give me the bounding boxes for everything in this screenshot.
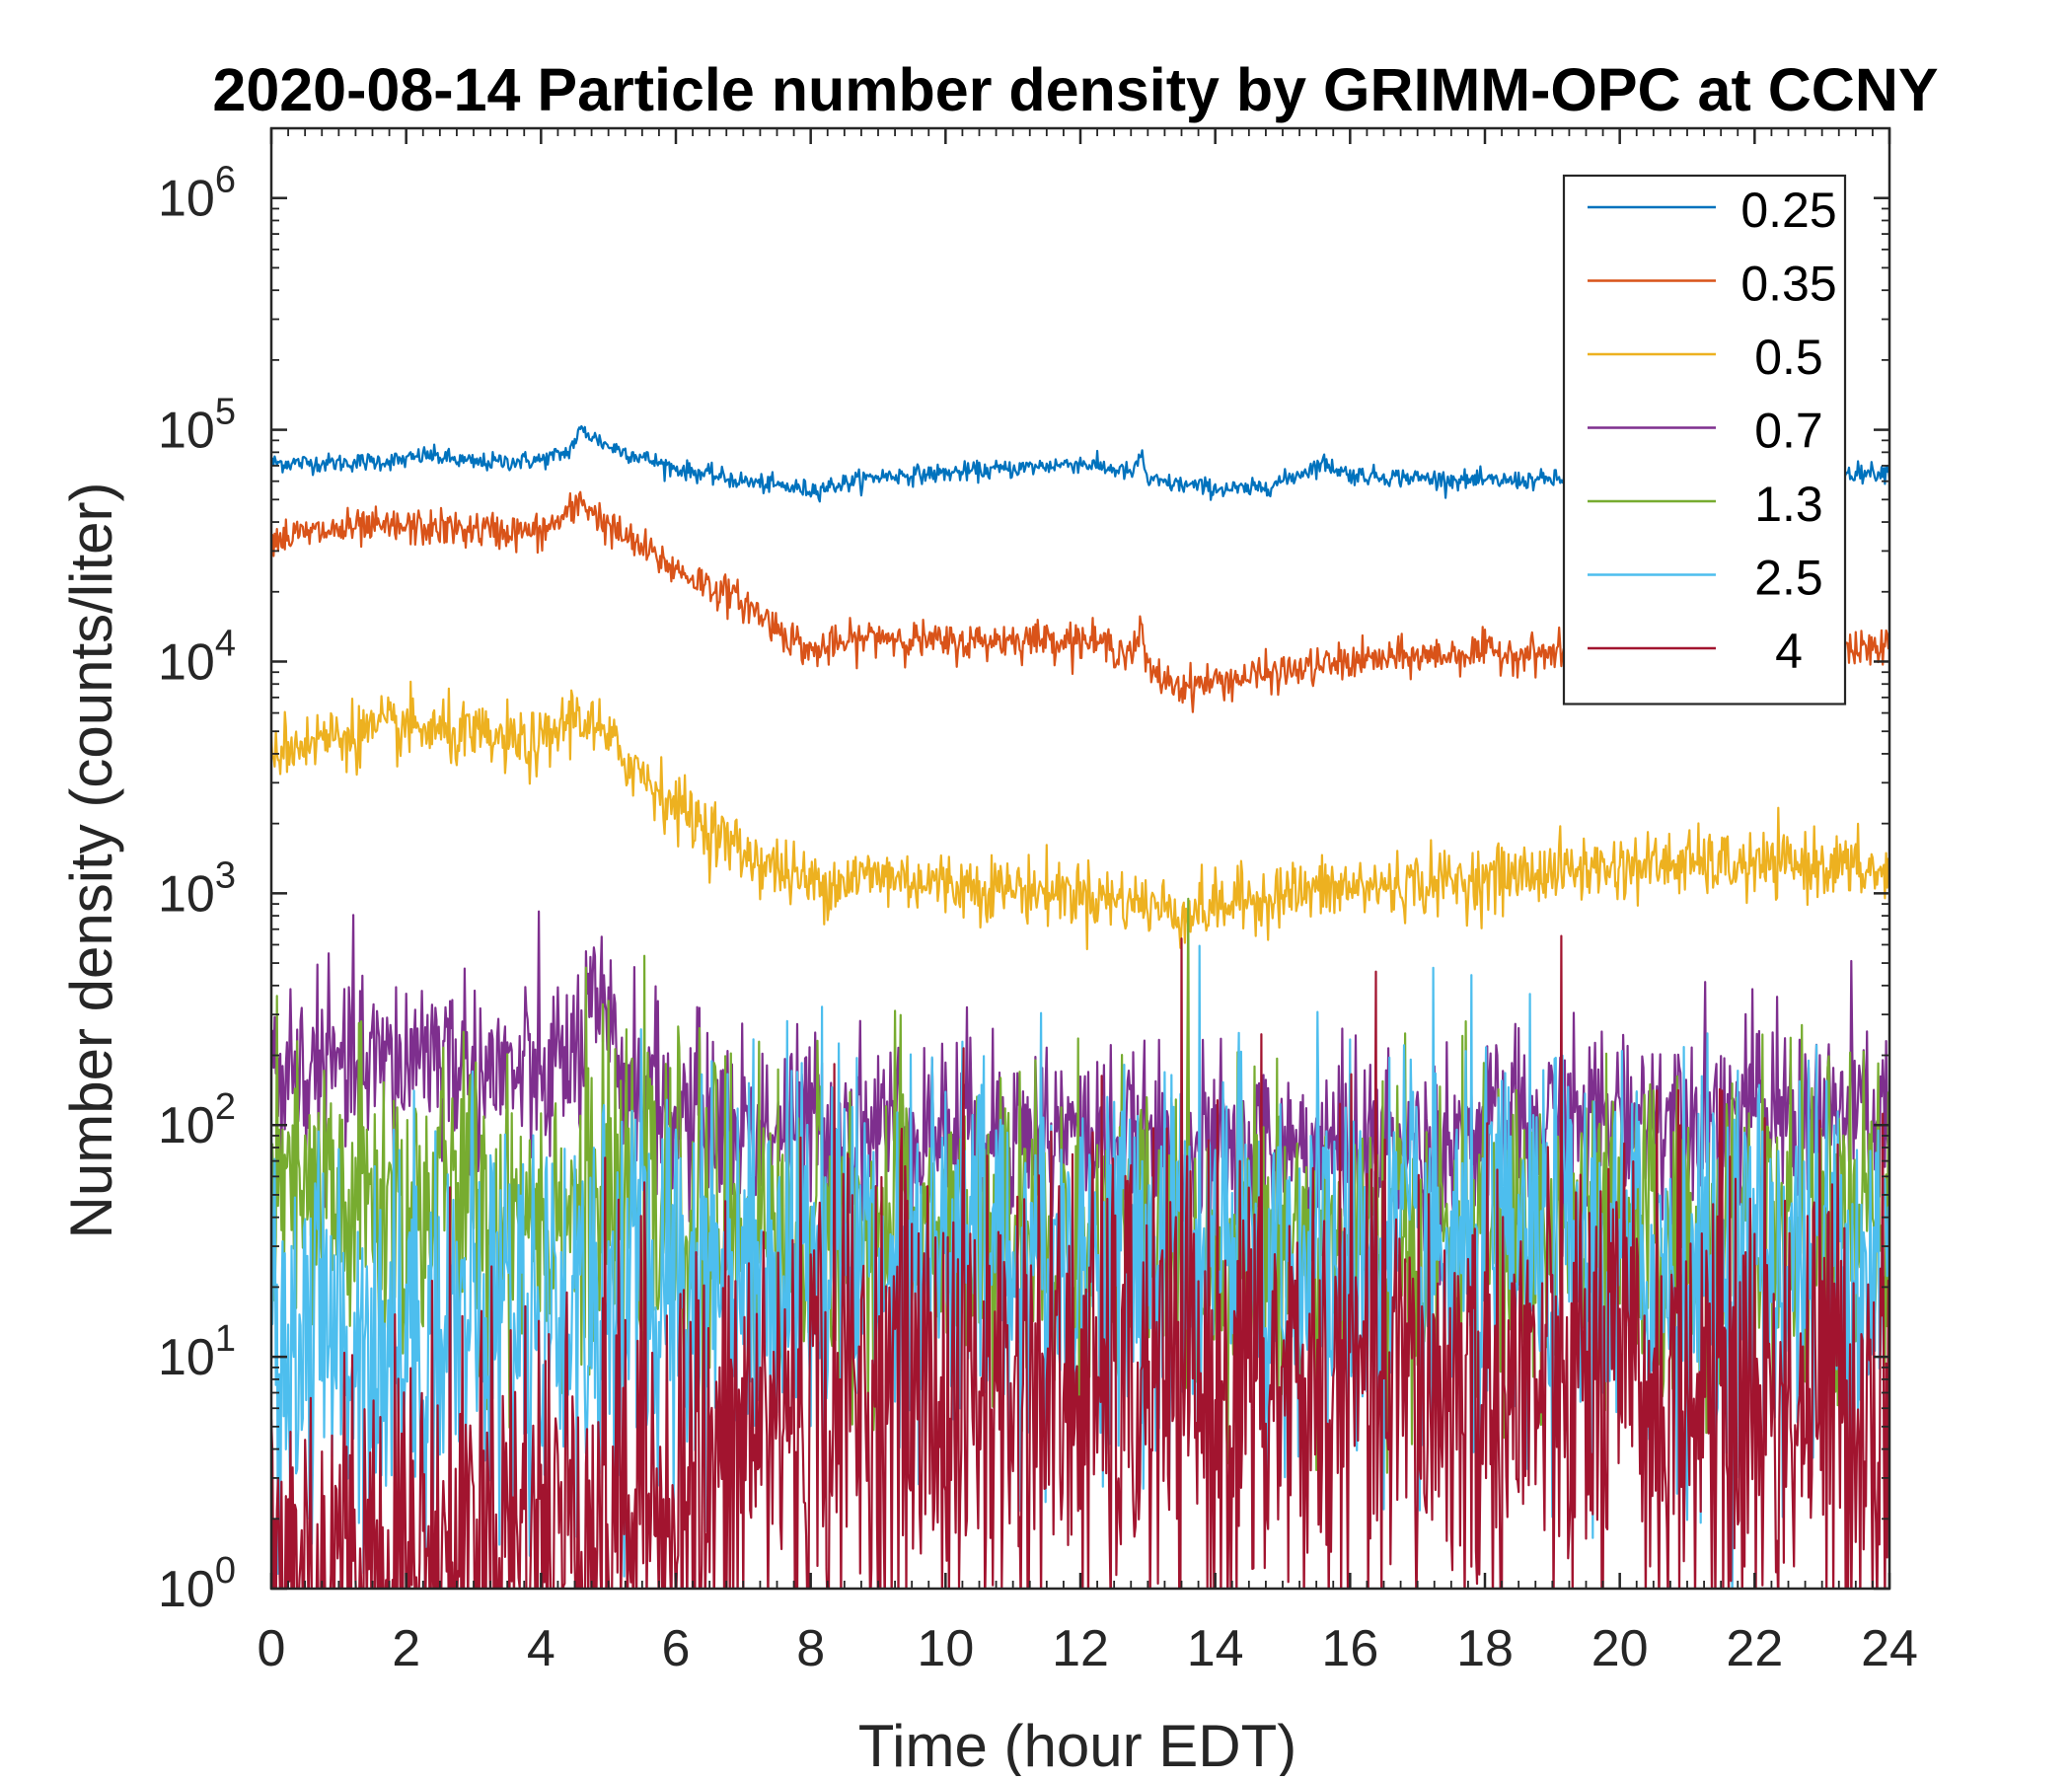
x-tick-label: 16 (1321, 1620, 1378, 1677)
x-tick-label: 0 (258, 1620, 286, 1677)
axes-group: 0 2 4 6 8 10 12 14 16 18 20 22 241001011021031041051… (158, 126, 1918, 1677)
series-group (271, 424, 1889, 1589)
y-tick-base: 10 (158, 1329, 215, 1386)
y-tick-base: 10 (158, 633, 215, 691)
y-tick-label: 104 (158, 623, 236, 691)
legend-entry-label: 2.5 (1754, 551, 1823, 606)
y-tick-base: 10 (158, 171, 215, 228)
y-tick-base: 10 (158, 865, 215, 923)
legend-entry-label: 1.3 (1754, 477, 1823, 532)
x-tick-label: 20 (1591, 1620, 1649, 1677)
chart-title: 2020-08-14 Particle number density by GR… (212, 56, 1938, 123)
y-tick-exponent: 5 (215, 392, 236, 433)
x-tick-label: 12 (1052, 1620, 1109, 1677)
y-tick-exponent: 6 (215, 160, 236, 201)
x-tick-label: 8 (796, 1620, 825, 1677)
y-tick-label: 101 (158, 1318, 236, 1386)
y-tick-base: 10 (158, 403, 215, 460)
x-tick-label: 22 (1726, 1620, 1783, 1677)
legend-entry-label: 0.7 (1754, 404, 1823, 459)
x-tick-label: 6 (662, 1620, 691, 1677)
x-tick-label: 14 (1187, 1620, 1244, 1677)
series-line-0-7 (271, 910, 1889, 1294)
y-tick-exponent: 0 (215, 1550, 236, 1592)
series-line-4 (271, 934, 1889, 1589)
x-tick-label: 2 (392, 1620, 420, 1677)
x-tick-label: 24 (1861, 1620, 1918, 1677)
series-line-0-5 (271, 680, 1889, 951)
legend-box (1562, 174, 1847, 705)
series-line-2-5 (271, 944, 1889, 1589)
x-tick-label: 4 (527, 1620, 555, 1677)
legend: 0.25 0.35 0.5 0.7 1.3 2.5 4 (1562, 174, 1847, 705)
y-axis-label: Number density (counts/liter) (58, 482, 124, 1239)
y-tick-base: 10 (158, 1097, 215, 1154)
y-tick-exponent: 4 (215, 623, 236, 664)
y-tick-exponent: 2 (215, 1086, 236, 1128)
y-tick-label: 103 (158, 854, 236, 923)
y-tick-label: 105 (158, 392, 236, 460)
legend-entry-label: 0.25 (1740, 183, 1836, 238)
y-tick-label: 100 (158, 1550, 236, 1618)
y-tick-exponent: 3 (215, 854, 236, 896)
legend-entry-label: 0.5 (1754, 330, 1823, 385)
legend-entry-label: 0.35 (1740, 257, 1836, 312)
x-tick-label: 18 (1456, 1620, 1514, 1677)
y-tick-exponent: 1 (215, 1318, 236, 1360)
y-tick-base: 10 (158, 1561, 215, 1618)
legend-entry-label: 4 (1775, 624, 1803, 679)
y-tick-label: 106 (158, 160, 236, 228)
x-tick-label: 10 (917, 1620, 974, 1677)
y-tick-label: 102 (158, 1086, 236, 1154)
x-axis-label: Time (hour EDT) (858, 1713, 1297, 1776)
